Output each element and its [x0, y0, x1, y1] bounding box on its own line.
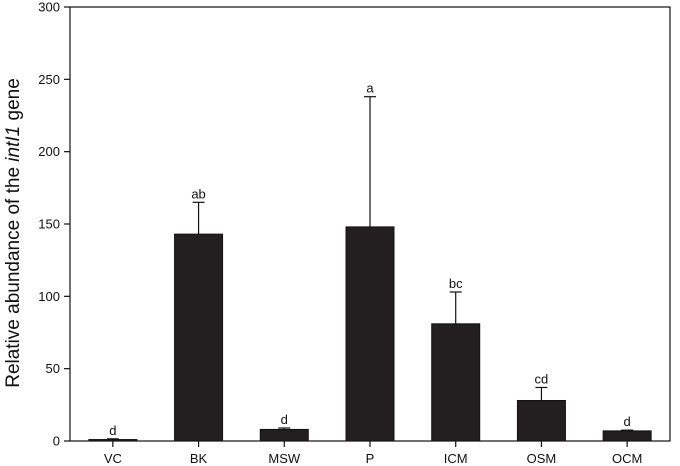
significance-labels: d ab d a bc cd d — [109, 81, 631, 438]
x-tick-label: BK — [190, 451, 208, 466]
significance-letter: d — [109, 423, 116, 438]
y-axis-label-suffix: gene — [3, 78, 24, 126]
y-axis-label: Relative abundance of the intI1 gene — [3, 78, 24, 388]
y-axis-label-gene: intI1 — [3, 126, 24, 162]
bar — [259, 428, 309, 442]
y-tick-label: 0 — [53, 434, 60, 449]
y-tick-label: 300 — [38, 0, 60, 15]
significance-letter: ab — [191, 186, 205, 201]
significance-letter: d — [281, 412, 288, 427]
x-axis: VC BK MSW P ICM OSM OCM — [104, 441, 642, 466]
significance-letter: d — [624, 414, 631, 429]
x-tick-label: VC — [104, 451, 122, 466]
y-axis-label-prefix: Relative abundance of the — [3, 162, 24, 388]
y-tick-label: 250 — [38, 72, 60, 87]
x-tick-label: P — [366, 451, 375, 466]
x-tick-label: MSW — [268, 451, 301, 466]
y-axis: 0 50 100 150 200 250 300 — [38, 0, 70, 449]
y-tick-label: 50 — [46, 361, 60, 376]
error-bars — [106, 96, 634, 440]
significance-letter: bc — [449, 276, 463, 291]
bar — [174, 233, 224, 442]
x-tick-label: ICM — [444, 451, 468, 466]
bar — [88, 439, 138, 442]
bar — [431, 323, 481, 442]
y-tick-label: 100 — [38, 289, 60, 304]
bar — [345, 226, 395, 442]
x-tick-label: OSM — [527, 451, 557, 466]
significance-letter: a — [366, 81, 374, 96]
significance-letter: cd — [535, 371, 549, 386]
bars — [88, 226, 652, 442]
x-tick-label: OCM — [612, 451, 642, 466]
bar — [602, 430, 652, 442]
y-tick-label: 150 — [38, 217, 60, 232]
bar — [516, 399, 566, 442]
y-tick-label: 200 — [38, 144, 60, 159]
